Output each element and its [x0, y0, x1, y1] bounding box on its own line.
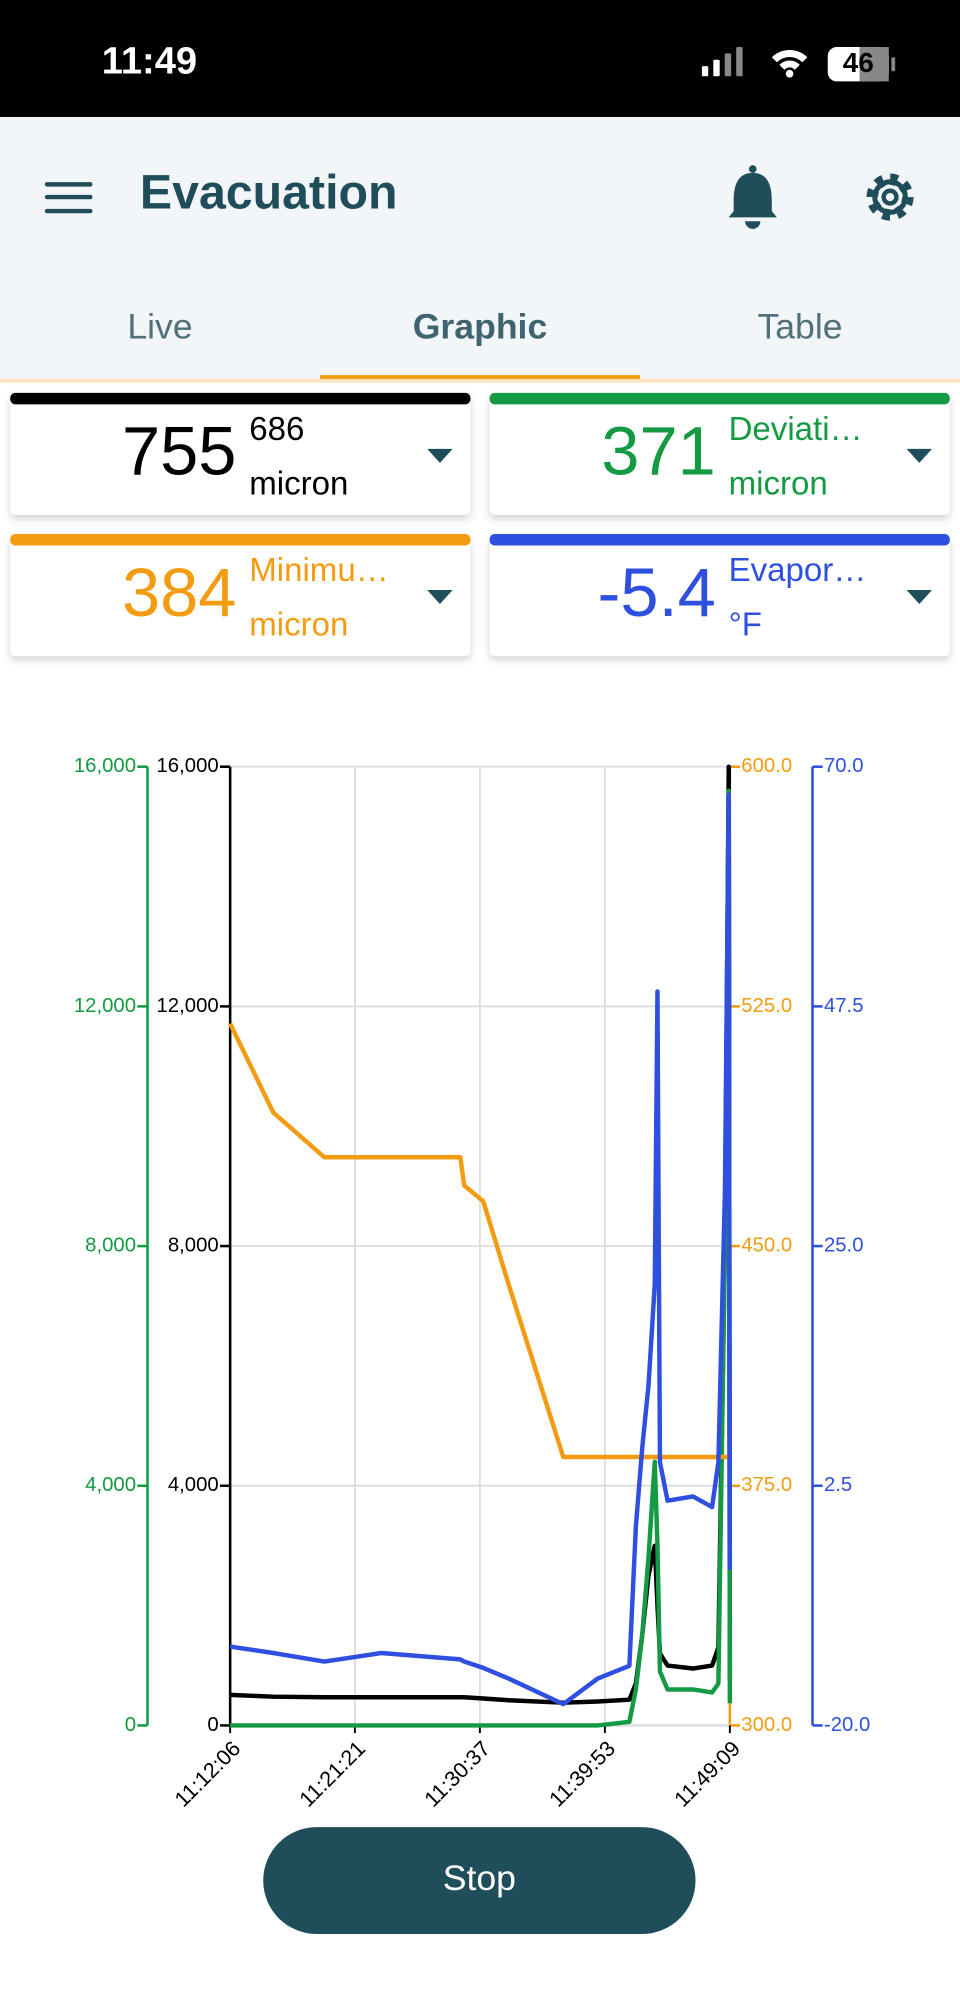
card-color-bar: [489, 534, 950, 546]
y-tick-label: 12,000: [157, 995, 219, 1017]
y-tick-label: 8,000: [85, 1234, 136, 1256]
y-tick-label: 16,000: [74, 755, 136, 777]
card-dropdown: [906, 589, 933, 604]
x-tick-label: 11:30:37: [419, 1736, 495, 1812]
value-card[interactable]: -5.4 Evapor… °F: [489, 534, 950, 657]
card-value: 371: [601, 413, 716, 490]
y-tick-label: 0: [125, 1714, 136, 1736]
card-dropdown: [427, 589, 453, 604]
card-unit: micron: [729, 465, 828, 502]
header: [0, 116, 960, 382]
battery-tip: [891, 57, 896, 72]
y-tick-label: 16,000: [157, 755, 219, 777]
battery-empty: [859, 47, 889, 82]
x-tick-label: 11:21:21: [294, 1736, 370, 1812]
y-tick-label: 0: [207, 1714, 218, 1736]
card-label: Minimu…: [249, 552, 389, 589]
status-time: 11:49: [102, 40, 197, 83]
stop-button[interactable]: [263, 1827, 696, 1934]
value-card[interactable]: 371 Deviati… micron: [489, 392, 950, 515]
x-tick-label: 11:12:06: [169, 1736, 245, 1812]
stop-button-label: Stop: [443, 1858, 516, 1898]
card-value: -5.4: [598, 554, 716, 631]
series-line: [228, 1022, 731, 1460]
y-tick-label: 8,000: [168, 1234, 219, 1256]
series-line: [230, 788, 733, 1728]
card-color-bar: [10, 392, 471, 405]
card-unit: micron: [249, 465, 348, 502]
y-tick-label: 47.5: [824, 995, 864, 1017]
y-tick-label: 525.0: [741, 995, 792, 1017]
card-color-bar: [10, 534, 471, 546]
menu-button[interactable]: [44, 182, 93, 214]
signal-icon: [701, 47, 743, 77]
y-tick-label: 375.0: [741, 1474, 792, 1496]
card-value: 384: [122, 554, 237, 631]
y-tick-label: 70.0: [824, 755, 864, 777]
tab-bar: Live Graphic Table: [127, 307, 843, 382]
y-tick-label: 450.0: [741, 1234, 792, 1256]
y-tick-label: 25.0: [824, 1234, 864, 1256]
bell-button[interactable]: [728, 165, 777, 229]
card-dropdown: [906, 448, 933, 463]
tab-divider: [0, 378, 960, 383]
card-label: Evapor…: [729, 552, 867, 589]
card-body: [10, 392, 471, 515]
series-line: [229, 792, 733, 1707]
tab[interactable]: Table: [757, 307, 842, 347]
card-dropdown: [427, 448, 453, 463]
tab[interactable]: Live: [127, 307, 192, 347]
y-tick-label: 300.0: [741, 1714, 792, 1736]
battery-level: 46: [843, 47, 874, 78]
card-unit: micron: [249, 607, 348, 644]
card-label: Deviati…: [729, 411, 863, 448]
tab[interactable]: Graphic: [413, 307, 548, 347]
value-card[interactable]: 384 Minimu… micron: [10, 534, 471, 657]
y-tick-label: 600.0: [741, 755, 792, 777]
x-tick-label: 11:49:09: [669, 1736, 745, 1812]
tab-indicator: [320, 375, 640, 382]
x-tick-label: 11:39:53: [544, 1736, 620, 1812]
y-tick-label: 12,000: [74, 995, 136, 1017]
wifi-icon: [771, 49, 808, 78]
y-tick-label: -20.0: [824, 1714, 870, 1736]
cards: 755 686 micron 371 Deviati… micron 384 Minimu… m…: [10, 392, 950, 657]
card-value: 755: [122, 413, 237, 490]
value-card[interactable]: 755 686 micron: [10, 392, 471, 515]
card-body: [489, 392, 950, 515]
card-body: [10, 534, 471, 657]
card-label: 686: [249, 411, 304, 448]
y-tick-label: 4,000: [168, 1474, 219, 1496]
settings-button[interactable]: [866, 173, 914, 221]
card-color-bar: [489, 392, 950, 405]
y-tick-label: 4,000: [85, 1474, 136, 1496]
y-tick-label: 2.5: [824, 1474, 852, 1496]
page-title: Evacuation: [140, 166, 398, 220]
chart: 0 4,000 8,000 12,000 16,000 0 4,000 8,000 12,000…: [74, 755, 870, 1812]
card-body: [489, 534, 950, 657]
card-unit: °F: [729, 607, 762, 644]
